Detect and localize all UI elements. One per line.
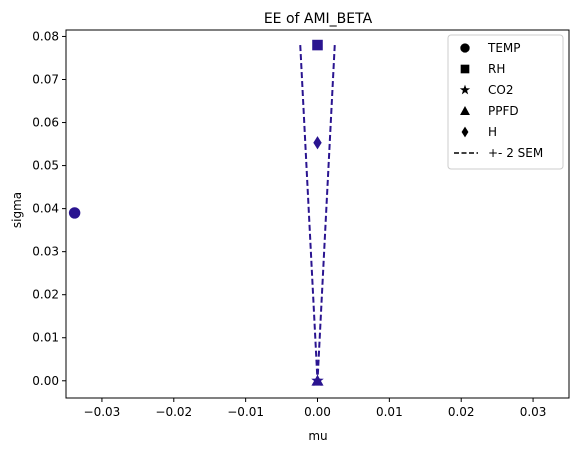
chart-title: EE of AMI_BETA [264, 11, 373, 27]
sem-line-right [316, 45, 336, 381]
legend-label-rh: RH [488, 62, 505, 76]
legend-marker-rh [460, 64, 470, 74]
x-tick-label: 0.01 [376, 405, 403, 419]
y-tick-label: 0.00 [32, 374, 59, 388]
y-tick-label: 0.03 [32, 245, 59, 259]
point-rh [312, 39, 323, 51]
legend: TEMP RH CO2 PPFD H +- 2 SEM [447, 34, 564, 170]
x-axis-title: mu [308, 429, 327, 443]
y-tick-label: 0.04 [32, 202, 59, 216]
y-tick-label: 0.01 [32, 331, 59, 345]
x-tick-label: −0.02 [155, 405, 192, 419]
sem-line-left [299, 45, 319, 381]
plot-area [65, 29, 570, 399]
legend-marker-h [461, 126, 469, 138]
legend-label-sem: +- 2 SEM [488, 146, 543, 160]
y-tick-label: 0.06 [32, 116, 59, 130]
y-tick-label: 0.05 [32, 159, 59, 173]
x-tick-label: −0.03 [84, 405, 121, 419]
point-ppfd [311, 374, 324, 386]
y-axis-title: sigma [10, 192, 24, 228]
legend-box [447, 34, 564, 170]
x-tick-label: 0.00 [304, 405, 331, 419]
legend-label-co2: CO2 [488, 83, 513, 97]
y-axis: 0.00 0.01 0.02 0.03 0.04 0.05 0.06 0.07 0.08 [32, 29, 66, 388]
legend-label-h: H [488, 125, 497, 139]
point-temp [68, 207, 81, 219]
x-tick-label: −0.01 [227, 405, 264, 419]
legend-label-ppfd: PPFD [488, 104, 519, 118]
point-h [313, 136, 322, 150]
x-tick-label: 0.02 [448, 405, 475, 419]
x-tick-label: 0.03 [520, 405, 547, 419]
y-tick-label: 0.02 [32, 288, 59, 302]
legend-marker-temp [460, 43, 470, 53]
y-tick-label: 0.07 [32, 72, 59, 86]
legend-marker-ppfd [460, 106, 470, 115]
legend-marker-co2 [459, 84, 471, 95]
y-tick-label: 0.08 [32, 29, 59, 43]
x-axis: −0.03 −0.02 −0.01 0.00 0.01 0.02 0.03 [84, 398, 547, 419]
legend-label-temp: TEMP [487, 41, 521, 55]
